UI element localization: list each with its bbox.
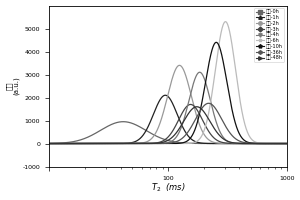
剖肠-2h	[285, 142, 289, 145]
剖肠-36h	[285, 142, 289, 145]
Line: 剖肠-1h: 剖肠-1h	[49, 95, 287, 144]
剖肠-6h	[47, 142, 51, 145]
Line: 剖肠-6h: 剖肠-6h	[49, 22, 287, 144]
Line: 剖肠-2h: 剖肠-2h	[49, 65, 287, 144]
剖肠-3h	[59, 142, 63, 145]
剖肠-4h	[278, 142, 282, 145]
剖肠-2h	[278, 142, 282, 145]
剖肠-10h	[235, 125, 238, 127]
剖肠-3h	[189, 103, 192, 106]
剖肠-48h	[278, 142, 282, 145]
剖肠-3h	[163, 139, 166, 141]
剖肠-4h	[235, 142, 238, 145]
剖肠-1h	[59, 142, 63, 145]
剖肠-4h	[278, 142, 282, 145]
剖肠-1h	[278, 142, 282, 145]
剖肠-4h	[59, 142, 63, 145]
剖肠-6h	[278, 142, 282, 145]
剖肠-10h	[285, 142, 289, 145]
剖肠-6h	[278, 142, 282, 145]
剖肠-2h	[157, 126, 160, 129]
剖肠-48h	[47, 142, 51, 145]
剖肠-2h	[235, 142, 238, 145]
剖肠-3h	[278, 142, 282, 145]
剖肠-2h	[163, 106, 166, 109]
Legend: 剖肠-0h, 剖肠-1h, 剖肠-2h, 剖肠-3h, 剖肠-4h, 剖肠-6h, 剖肠-10h, 剖肠-36h, 剖肠-48h: 剖肠-0h, 剖肠-1h, 剖肠-2h, 剖肠-3h, 剖肠-4h, 剖肠-6h…	[254, 8, 284, 62]
Line: 剖肠-4h: 剖肠-4h	[49, 72, 287, 144]
剖肠-48h	[163, 141, 166, 143]
剖肠-48h	[195, 106, 199, 108]
剖肠-1h	[285, 142, 289, 145]
剖肠-48h	[278, 142, 282, 145]
Line: 剖肠-0h: 剖肠-0h	[49, 122, 287, 144]
剖肠-6h	[224, 20, 227, 23]
剖肠-10h	[163, 142, 166, 145]
Line: 剖肠-3h: 剖肠-3h	[49, 104, 287, 144]
剖肠-6h	[163, 142, 166, 145]
剖肠-4h	[157, 142, 160, 145]
剖肠-36h	[207, 102, 210, 104]
Y-axis label: 振幅
(a.u.): 振幅 (a.u.)	[6, 77, 20, 95]
剖肠-1h	[278, 142, 282, 145]
剖肠-10h	[278, 142, 282, 145]
剖肠-10h	[278, 142, 282, 145]
剖肠-4h	[163, 142, 166, 144]
剖肠-0h	[122, 120, 125, 123]
剖肠-4h	[285, 142, 289, 145]
Line: 剖肠-10h: 剖肠-10h	[49, 42, 287, 144]
剖肠-4h	[47, 142, 51, 145]
剖肠-10h	[47, 142, 51, 145]
剖肠-36h	[59, 142, 63, 145]
剖肠-6h	[285, 142, 289, 145]
剖肠-3h	[278, 142, 282, 145]
剖肠-48h	[285, 142, 289, 145]
Line: 剖肠-36h: 剖肠-36h	[49, 103, 287, 144]
剖肠-0h	[47, 142, 51, 145]
剖肠-3h	[285, 142, 289, 145]
剖肠-4h	[198, 71, 202, 73]
剖肠-3h	[157, 141, 160, 144]
剖肠-2h	[47, 142, 51, 145]
剖肠-36h	[47, 142, 51, 145]
剖肠-10h	[214, 41, 218, 44]
剖肠-0h	[278, 142, 282, 145]
剖肠-0h	[163, 138, 166, 141]
剖肠-0h	[157, 136, 160, 138]
剖肠-0h	[235, 142, 238, 145]
剖肠-6h	[59, 142, 63, 145]
剖肠-10h	[157, 142, 160, 145]
X-axis label: $T_2$  (ms): $T_2$ (ms)	[151, 182, 185, 194]
剖肠-1h	[157, 102, 160, 104]
剖肠-48h	[157, 142, 160, 144]
剖肠-10h	[59, 142, 63, 145]
剖肠-36h	[278, 142, 282, 145]
剖肠-3h	[235, 142, 238, 145]
剖肠-1h	[47, 142, 51, 145]
剖肠-36h	[157, 142, 160, 145]
剖肠-2h	[178, 64, 181, 67]
剖肠-3h	[47, 142, 51, 145]
剖肠-2h	[278, 142, 282, 145]
剖肠-36h	[235, 138, 238, 140]
剖肠-1h	[163, 94, 166, 97]
剖肠-36h	[163, 142, 166, 145]
剖肠-0h	[285, 142, 289, 145]
剖肠-48h	[59, 142, 63, 145]
Line: 剖肠-48h: 剖肠-48h	[49, 107, 287, 144]
剖肠-6h	[157, 142, 160, 145]
剖肠-6h	[235, 74, 238, 76]
剖肠-2h	[59, 142, 63, 145]
剖肠-36h	[278, 142, 282, 145]
剖肠-0h	[59, 142, 63, 144]
剖肠-1h	[164, 94, 167, 96]
剖肠-48h	[235, 142, 238, 144]
剖肠-1h	[235, 142, 238, 145]
剖肠-0h	[278, 142, 282, 145]
